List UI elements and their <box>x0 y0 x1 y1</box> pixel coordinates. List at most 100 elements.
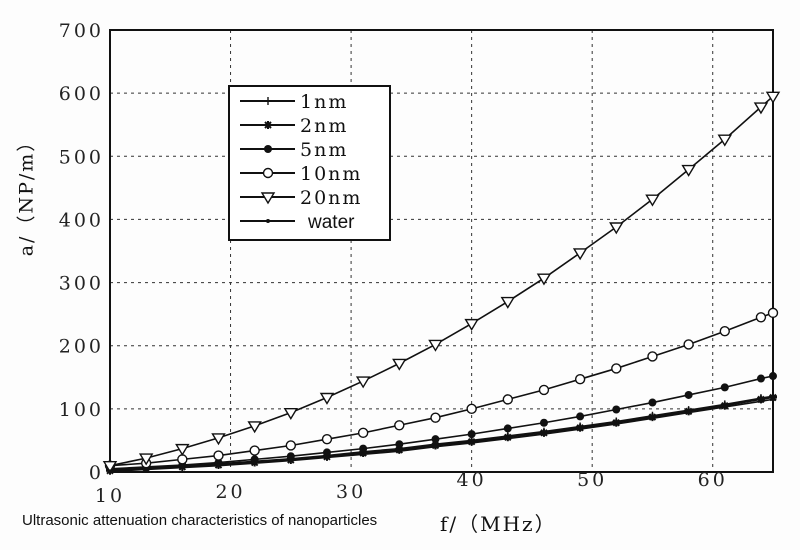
legend-label: 10nm <box>300 163 362 185</box>
data-point <box>285 440 297 451</box>
data-point <box>361 452 366 457</box>
y-tick-label: 400 <box>59 209 104 231</box>
data-point <box>612 405 621 414</box>
y-tick-label: 300 <box>59 273 104 295</box>
data-point <box>357 427 369 439</box>
data-point <box>138 453 154 466</box>
data-point <box>756 374 765 383</box>
legend-marker <box>264 145 272 153</box>
data-point <box>769 372 777 381</box>
x-tick-label: 30 <box>336 481 366 503</box>
data-point <box>717 134 733 147</box>
data-point <box>392 358 407 371</box>
data-point <box>430 412 441 423</box>
data-point <box>755 312 767 323</box>
legend-marker <box>260 192 276 205</box>
data-point <box>648 398 657 407</box>
data-point <box>650 416 655 421</box>
data-point <box>500 296 516 309</box>
data-point <box>249 445 260 456</box>
data-point <box>683 339 694 350</box>
y-axis-label: a/（NP/m） <box>15 130 38 257</box>
data-point <box>433 444 438 449</box>
series-water <box>108 397 775 474</box>
series-line <box>109 375 774 470</box>
data-point <box>614 422 619 427</box>
data-point <box>175 443 190 456</box>
series-line <box>109 398 774 473</box>
legend-marker <box>266 219 270 223</box>
data-point <box>216 463 221 468</box>
data-point <box>771 397 775 402</box>
data-point <box>211 433 226 446</box>
series-20nm <box>102 91 781 474</box>
data-point <box>505 436 510 441</box>
series-line <box>109 95 774 467</box>
x-axis-label: f/（MHz） <box>440 512 557 536</box>
data-point <box>767 307 779 319</box>
data-point <box>466 403 477 415</box>
data-point <box>645 194 660 207</box>
legend-label: water <box>307 212 355 233</box>
data-point <box>578 427 583 432</box>
y-tick-label: 200 <box>59 336 104 358</box>
data-point <box>464 318 479 331</box>
legend-box <box>228 85 391 241</box>
data-point <box>574 373 586 385</box>
legend-label: 2nm <box>300 115 348 137</box>
y-tick-label: 0 <box>89 462 104 484</box>
data-point <box>322 448 331 457</box>
data-point <box>177 454 188 465</box>
data-point <box>681 164 696 177</box>
data-point <box>250 455 259 464</box>
data-point <box>502 394 513 405</box>
axes-frame <box>109 29 774 473</box>
data-point <box>213 450 224 461</box>
data-point <box>758 399 763 404</box>
caption: Ultrasonic attenuation characteristics o… <box>22 512 378 529</box>
legend-marker <box>264 121 272 129</box>
x-tick-label: 50 <box>577 469 607 491</box>
y-tick-label: 700 <box>59 20 104 42</box>
legend-marker <box>264 97 272 105</box>
data-point <box>647 351 658 362</box>
data-point <box>180 465 185 470</box>
data-point <box>428 339 443 352</box>
data-point <box>538 384 550 396</box>
data-point <box>431 435 440 444</box>
data-point <box>214 458 223 467</box>
data-point <box>719 325 730 337</box>
data-point <box>503 424 512 433</box>
data-point <box>536 273 552 286</box>
legend-label: 20nm <box>300 187 362 209</box>
data-point <box>611 363 622 374</box>
data-point <box>753 102 769 115</box>
data-point <box>720 383 729 392</box>
data-point <box>395 440 404 449</box>
legend-label: 1nm <box>300 91 348 113</box>
data-point <box>609 222 624 235</box>
series-line <box>109 395 774 471</box>
data-point <box>576 412 585 421</box>
data-point <box>252 461 257 466</box>
data-point <box>355 376 371 389</box>
series-5nm <box>106 372 777 473</box>
legend-marker <box>262 167 274 179</box>
data-point <box>686 410 691 415</box>
data-point <box>288 458 293 463</box>
x-tick-label: 20 <box>215 481 245 503</box>
data-point <box>286 452 295 461</box>
series-line <box>109 312 774 467</box>
series-2nm <box>106 393 777 475</box>
y-tick-label: 600 <box>59 83 104 105</box>
data-point <box>102 460 118 474</box>
data-point <box>319 392 335 405</box>
x-tick-label: 10 <box>95 485 125 507</box>
data-point <box>321 433 333 445</box>
data-point <box>247 421 262 434</box>
data-point <box>684 390 693 399</box>
data-point <box>397 449 402 454</box>
x-tick-label: 60 <box>698 469 728 491</box>
data-point <box>324 455 329 460</box>
